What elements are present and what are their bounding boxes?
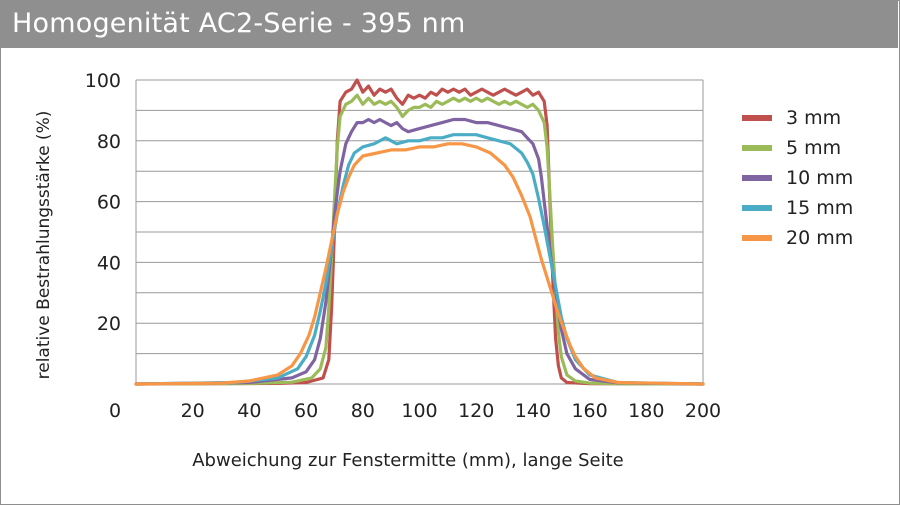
- x-tick-labels: 0 20 40 60 80 100 120 140 160 180 200: [109, 400, 721, 422]
- x-tick-label: 100: [401, 400, 437, 422]
- legend-item: 5 mm: [742, 133, 853, 163]
- series-line-20-mm: [134, 142, 705, 386]
- y-tick-label: 20: [97, 313, 121, 335]
- legend-label: 10 mm: [786, 167, 854, 189]
- legend-label: 20 mm: [786, 227, 854, 249]
- legend-label: 15 mm: [786, 197, 854, 219]
- y-tick-label: 100: [85, 70, 121, 92]
- legend-swatch: [742, 235, 772, 241]
- y-tick-label: 40: [97, 252, 121, 274]
- x-tick-label: 20: [181, 400, 205, 422]
- legend-item: 20 mm: [742, 223, 853, 253]
- y-axis-label: relative Bestrahlungsstärke (%): [34, 110, 54, 380]
- series-line-10-mm: [134, 117, 705, 386]
- legend-swatch: [742, 115, 772, 121]
- legend-item: 15 mm: [742, 193, 853, 223]
- legend-swatch: [742, 205, 772, 211]
- x-tick-label: 40: [237, 400, 261, 422]
- series-line-5-mm: [134, 93, 705, 386]
- legend-item: 3 mm: [742, 103, 853, 133]
- x-tick-label: 80: [351, 400, 375, 422]
- legend: 3 mm 5 mm 10 mm 15 mm 20 mm: [742, 103, 853, 253]
- series-line-15-mm: [134, 133, 705, 386]
- title-bar: Homogenität AC2-Serie - 395 nm: [0, 0, 898, 48]
- legend-swatch: [742, 175, 772, 181]
- gridlines: [135, 79, 704, 385]
- x-tick-label: 140: [515, 400, 551, 422]
- legend-label: 3 mm: [786, 107, 842, 129]
- x-tick-label: 0: [109, 400, 121, 422]
- x-tick-label: 180: [628, 400, 664, 422]
- y-tick-label: 60: [97, 192, 121, 214]
- chart-title: Homogenität AC2-Serie - 395 nm: [12, 8, 466, 39]
- legend-label: 5 mm: [786, 137, 842, 159]
- y-tick-label: 80: [97, 131, 121, 153]
- x-tick-label: 160: [571, 400, 607, 422]
- x-tick-label: 120: [458, 400, 494, 422]
- legend-swatch: [742, 145, 772, 151]
- x-tick-label: 200: [685, 400, 721, 422]
- legend-item: 10 mm: [742, 163, 853, 193]
- series-line-3-mm: [134, 78, 705, 386]
- y-tick-labels: 20 40 60 80 100: [85, 70, 121, 335]
- x-axis-label: Abweichung zur Fenstermitte (mm), lange …: [192, 450, 624, 471]
- series-lines: [134, 78, 705, 386]
- x-tick-label: 60: [294, 400, 318, 422]
